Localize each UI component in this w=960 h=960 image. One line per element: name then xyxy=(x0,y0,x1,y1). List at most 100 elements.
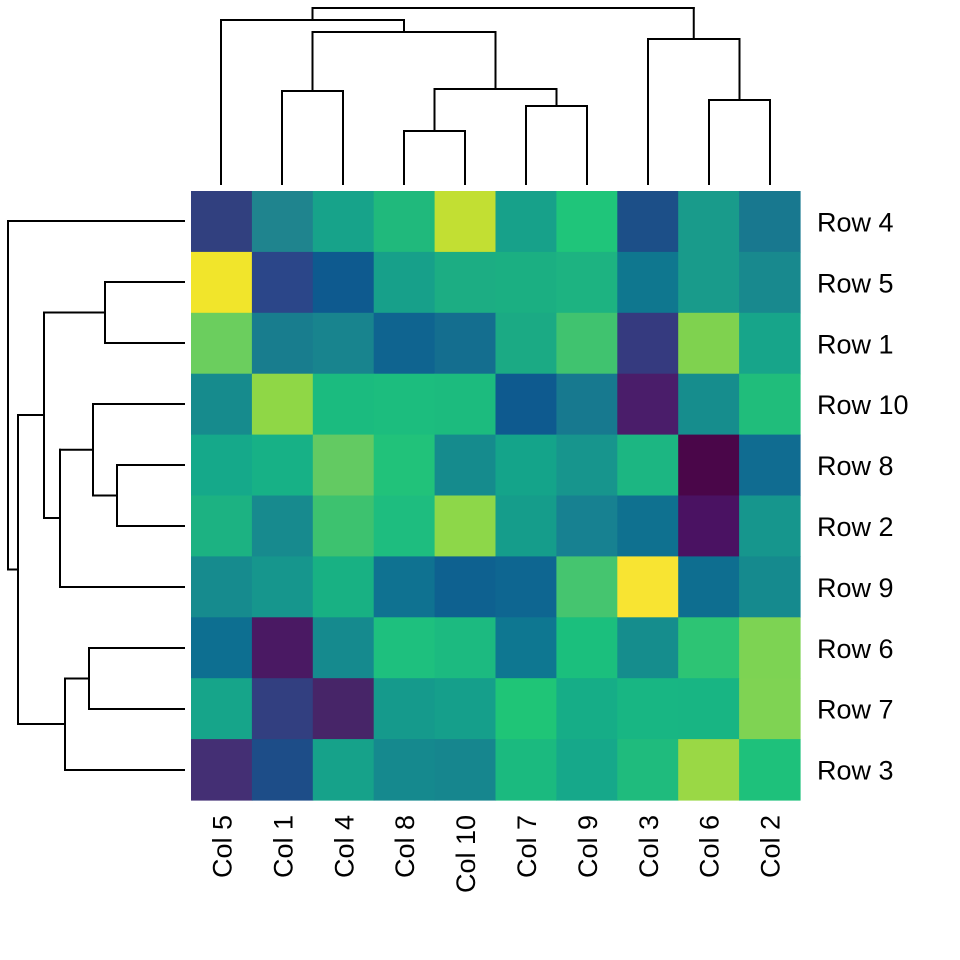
heatmap-cell xyxy=(191,434,253,497)
heatmap-cell xyxy=(556,251,618,314)
heatmap-cell xyxy=(251,739,314,801)
heatmap-cell xyxy=(556,373,618,436)
heatmap-cell xyxy=(556,495,618,557)
column-label: Col 3 xyxy=(634,815,664,878)
heatmap-cell xyxy=(434,617,497,679)
heatmap-cell xyxy=(312,678,375,740)
heatmap-cell xyxy=(739,739,801,801)
heatmap-cell xyxy=(495,434,557,497)
heatmap-cell xyxy=(191,678,253,740)
row-label: Row 3 xyxy=(817,756,894,786)
heatmap-cell xyxy=(373,678,436,740)
column-label: Col 7 xyxy=(512,815,542,878)
row-label: Row 8 xyxy=(817,451,894,481)
heatmap-cell xyxy=(556,739,618,801)
heatmap-cell xyxy=(312,495,375,557)
column-dendrogram xyxy=(220,7,771,185)
heatmap-cell xyxy=(556,434,618,497)
row-dendrogram xyxy=(7,220,185,771)
column-label: Col 6 xyxy=(695,815,725,878)
heatmap-cell xyxy=(312,251,375,314)
heatmap-cell xyxy=(373,251,436,314)
row-label: Row 4 xyxy=(817,207,894,237)
heatmap-cell xyxy=(678,495,740,557)
heatmap-cell xyxy=(312,312,375,375)
row-labels: Row 4 Row 5 Row 1 Row 10 Row 8 Row 2 Row 9 Row … xyxy=(817,207,909,785)
heatmap-cell xyxy=(373,617,436,679)
heatmap-cell xyxy=(495,739,557,801)
heatmap-cell xyxy=(312,191,375,253)
heatmap-cell xyxy=(495,617,557,679)
heatmap-cell xyxy=(617,373,679,436)
heatmap-cell xyxy=(739,556,801,618)
heatmap-cell xyxy=(191,617,253,679)
heatmap-cell xyxy=(434,191,497,253)
heatmap-cell xyxy=(251,678,314,740)
heatmap-cell xyxy=(251,373,314,436)
column-label: Col 2 xyxy=(756,815,786,878)
heatmap-cell xyxy=(251,251,314,314)
column-label: Col 9 xyxy=(573,815,603,878)
heatmap-cell xyxy=(191,556,253,618)
heatmap-cell xyxy=(495,191,557,253)
heatmap-cell xyxy=(617,251,679,314)
heatmap-cell xyxy=(739,251,801,314)
heatmap-cell xyxy=(678,251,740,314)
heatmap-cell xyxy=(191,191,253,253)
heatmap-cell xyxy=(251,312,314,375)
column-label: Col 1 xyxy=(268,815,298,878)
heatmap-cell xyxy=(739,678,801,740)
row-label: Row 2 xyxy=(817,512,894,542)
heatmap-cell xyxy=(434,556,497,618)
heatmap-cell xyxy=(678,434,740,497)
heatmap-cell xyxy=(312,617,375,679)
heatmap-cell xyxy=(434,373,497,436)
heatmap-cell xyxy=(617,495,679,557)
heatmap-cell xyxy=(617,556,679,618)
column-labels: Col 5 Col 1 Col 4 Col 8 Col 10 Col 7 Col 9 Col … xyxy=(207,815,785,893)
heatmap-cell xyxy=(251,556,314,618)
heatmap-cell xyxy=(556,678,618,740)
heatmap-cell xyxy=(495,251,557,314)
heatmap-cell xyxy=(617,617,679,679)
column-label: Col 8 xyxy=(390,815,420,878)
heatmap-cell xyxy=(251,191,314,253)
heatmap-cell xyxy=(191,373,253,436)
heatmap-cell xyxy=(251,495,314,557)
heatmap-cell xyxy=(739,312,801,375)
heatmap-cell xyxy=(739,495,801,557)
heatmap-cell xyxy=(434,495,497,557)
heatmap-cell xyxy=(251,617,314,679)
heatmap-cell xyxy=(312,373,375,436)
heatmap-cell xyxy=(739,434,801,497)
heatmap-cell xyxy=(495,495,557,557)
heatmap-cell xyxy=(373,434,436,497)
heatmap-cell xyxy=(678,617,740,679)
heatmap-cell xyxy=(312,556,375,618)
row-label: Row 5 xyxy=(817,268,894,298)
heatmap-cell xyxy=(617,434,679,497)
heatmap-cell xyxy=(617,739,679,801)
heatmap-cell xyxy=(678,678,740,740)
row-label: Row 9 xyxy=(817,573,894,603)
heatmap-cell xyxy=(434,251,497,314)
heatmap-cell xyxy=(739,373,801,436)
heatmap-cell xyxy=(556,191,618,253)
heatmap-cell xyxy=(373,495,436,557)
heatmap-cell xyxy=(678,312,740,375)
heatmap-cell xyxy=(191,312,253,375)
heatmap-cell xyxy=(739,617,801,679)
heatmap-cell xyxy=(617,312,679,375)
heatmap-cell xyxy=(495,373,557,436)
heatmap-cell xyxy=(373,739,436,801)
heatmap-cell xyxy=(617,678,679,740)
column-label: Col 10 xyxy=(451,815,481,893)
heatmap-cell xyxy=(373,373,436,436)
heatmap-cell xyxy=(678,373,740,436)
heatmap-cell xyxy=(434,312,497,375)
heatmap-cell xyxy=(495,678,557,740)
heatmap-cell xyxy=(312,434,375,497)
heatmap-cell xyxy=(495,312,557,375)
column-label: Col 4 xyxy=(329,815,359,878)
